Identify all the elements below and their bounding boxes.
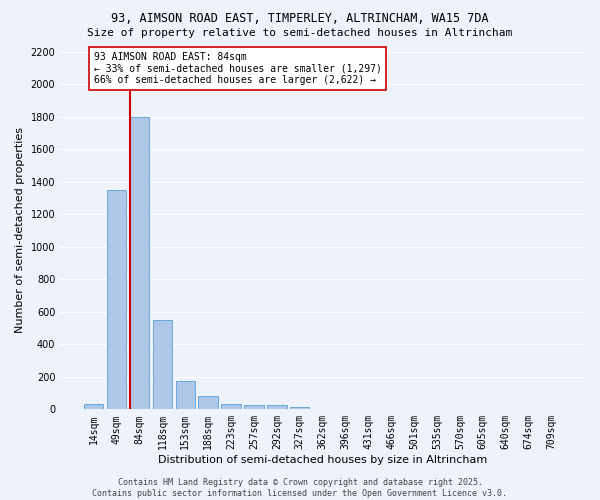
Y-axis label: Number of semi-detached properties: Number of semi-detached properties (15, 128, 25, 334)
Bar (176, 381, 195, 410)
Bar (152, 320, 172, 410)
Bar (244, 406, 263, 409)
Bar (107, 190, 127, 410)
Bar (130, 116, 149, 410)
Bar (84, 404, 103, 409)
X-axis label: Distribution of semi-detached houses by size in Altrincham: Distribution of semi-detached houses by … (158, 455, 487, 465)
Bar (267, 406, 287, 409)
Text: Size of property relative to semi-detached houses in Altrincham: Size of property relative to semi-detach… (88, 28, 512, 38)
Bar (199, 396, 218, 409)
Text: 93 AIMSON ROAD EAST: 84sqm
← 33% of semi-detached houses are smaller (1,297)
66%: 93 AIMSON ROAD EAST: 84sqm ← 33% of semi… (94, 52, 382, 84)
Text: 93, AIMSON ROAD EAST, TIMPERLEY, ALTRINCHAM, WA15 7DA: 93, AIMSON ROAD EAST, TIMPERLEY, ALTRINC… (111, 12, 489, 26)
Bar (290, 407, 310, 410)
Text: Contains HM Land Registry data © Crown copyright and database right 2025.
Contai: Contains HM Land Registry data © Crown c… (92, 478, 508, 498)
Bar (221, 404, 241, 409)
